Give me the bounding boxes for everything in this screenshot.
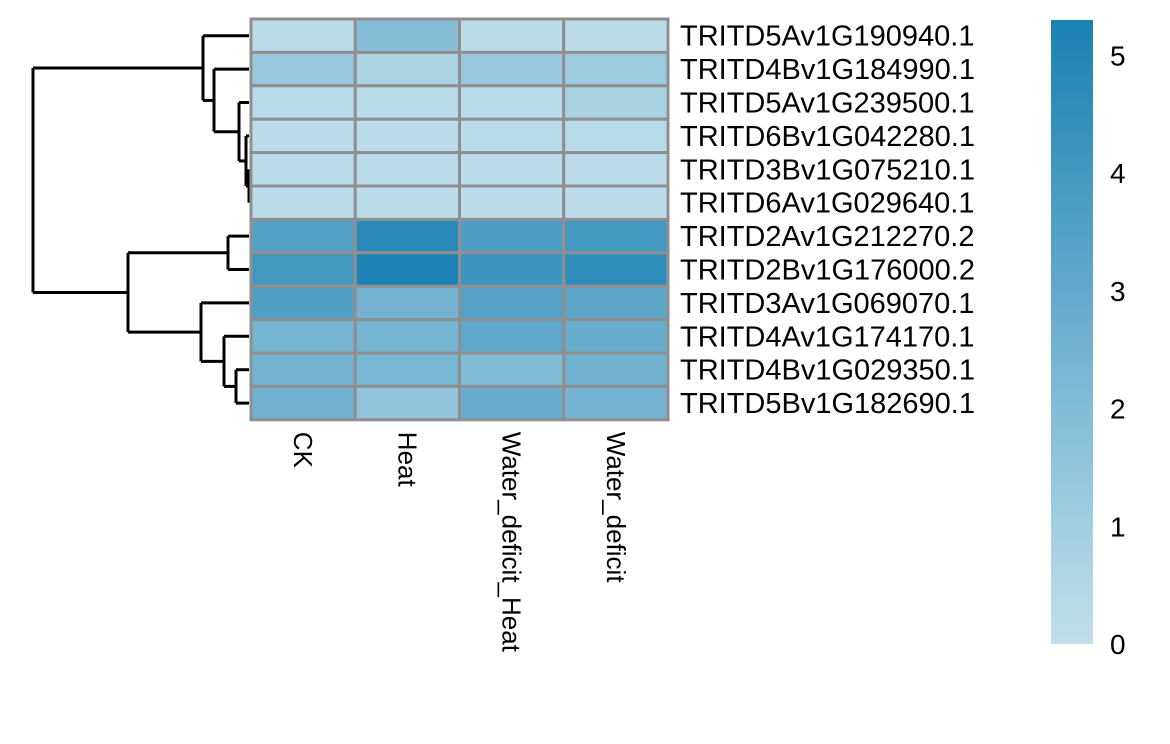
heatmap-cell (458, 217, 566, 255)
heatmap-cell (562, 318, 670, 355)
color-legend: 0 1 2 3 4 5 (1051, 20, 1126, 660)
heatmap-cell (562, 184, 670, 221)
heatmap-cell (249, 217, 357, 255)
row-label: TRITD2Av1G212270.2 (680, 221, 974, 253)
heatmap-cell (562, 284, 670, 322)
heatmap-cell (249, 17, 357, 54)
heatmap-cell (458, 184, 566, 221)
heatmap-cell (249, 50, 357, 88)
row-label: TRITD4Av1G174170.1 (680, 321, 974, 353)
heatmap-cell (562, 251, 670, 288)
heatmap-cell (249, 251, 357, 288)
heatmap-cell (249, 351, 357, 388)
column-label: Water_deficit_Heat (497, 432, 527, 653)
heatmap-cell (353, 84, 461, 121)
column-label: Water_deficit (601, 432, 631, 584)
row-dendrogram (31, 34, 251, 405)
heatmap-cell (249, 151, 357, 188)
heatmap-cell (249, 384, 357, 422)
heatmap-cell (353, 17, 461, 54)
row-label: TRITD4Bv1G184990.1 (680, 54, 975, 86)
heatmap-cell (353, 384, 461, 422)
row-label: TRITD5Av1G190940.1 (680, 21, 974, 53)
heatmap-cell (458, 151, 566, 188)
heatmap-cell (562, 50, 670, 88)
row-label: TRITD4Bv1G029350.1 (680, 355, 975, 387)
heatmap-cell (353, 217, 461, 255)
heatmap-cell (562, 117, 670, 155)
heatmap-cell (353, 251, 461, 288)
legend-tick-label: 3 (1110, 276, 1126, 307)
row-label: TRITD5Bv1G182690.1 (680, 388, 975, 420)
row-label: TRITD2Bv1G176000.2 (680, 255, 975, 287)
column-labels: CK Heat Water_deficit_Heat Water_deficit (288, 432, 631, 653)
heatmap-cell (249, 117, 357, 155)
heatmap-cell (458, 384, 566, 422)
heatmap-cell (353, 351, 461, 388)
legend-tick-label: 1 (1110, 511, 1126, 542)
heatmap-cell (562, 384, 670, 422)
row-label: TRITD3Av1G069070.1 (680, 288, 974, 320)
row-label: TRITD6Bv1G042280.1 (680, 121, 975, 153)
legend-tick-label: 4 (1110, 158, 1126, 189)
heatmap-cells (249, 17, 670, 422)
heatmap-cell (562, 84, 670, 121)
row-label: TRITD6Av1G029640.1 (680, 188, 974, 220)
heatmap-cell (562, 217, 670, 255)
column-label: CK (288, 432, 318, 469)
row-label: TRITD5Av1G239500.1 (680, 88, 974, 120)
heatmap-cell (458, 117, 566, 155)
heatmap-cell (458, 84, 566, 121)
legend-tick-label: 0 (1110, 629, 1126, 660)
column-label: Heat (392, 432, 422, 488)
heatmap-cell (353, 151, 461, 188)
heatmap-cell (353, 50, 461, 88)
heatmap-cell (562, 17, 670, 54)
heatmap-cell (562, 351, 670, 388)
row-labels: TRITD5Av1G190940.1TRITD4Bv1G184990.1TRIT… (680, 21, 975, 420)
heatmap-cell (353, 318, 461, 355)
legend-color-bar (1051, 20, 1093, 644)
heatmap-cell (458, 351, 566, 388)
heatmap-cell (458, 17, 566, 54)
heatmap-cell (353, 284, 461, 322)
row-label: TRITD3Bv1G075210.1 (680, 154, 975, 186)
heatmap-cell (458, 318, 566, 355)
heatmap-cell (353, 184, 461, 221)
heatmap-cell (249, 284, 357, 322)
heatmap-cell (458, 284, 566, 322)
heatmap-cell (458, 50, 566, 88)
heatmap-cell (249, 84, 357, 121)
heatmap-cell (249, 184, 357, 221)
heatmap-cell (562, 151, 670, 188)
legend-tick-label: 2 (1110, 394, 1126, 425)
heatmap-cell (249, 318, 357, 355)
legend-tick-label: 5 (1110, 40, 1126, 71)
heatmap-cell (353, 117, 461, 155)
heatmap-cell (458, 251, 566, 288)
